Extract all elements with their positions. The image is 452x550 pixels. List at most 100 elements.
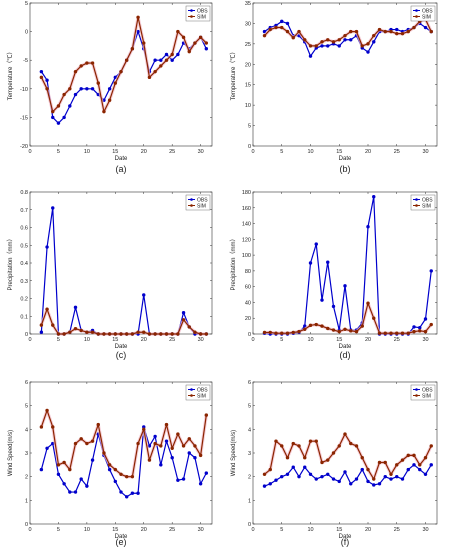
data-point xyxy=(198,453,203,458)
y-tick-label: 3 xyxy=(25,451,28,457)
data-point xyxy=(96,332,100,336)
data-point xyxy=(204,471,209,475)
data-point xyxy=(349,29,353,34)
data-point xyxy=(136,441,140,446)
x-tick-label: 20 xyxy=(141,337,147,343)
data-point xyxy=(389,331,393,335)
data-point xyxy=(372,33,376,38)
chart-panel-2: 0 5 10 15 20 25 30 0 5 10 15 20 25 30 35 Date Temperatur… xyxy=(230,1,438,174)
data-point xyxy=(45,446,49,450)
y-tick-label: 60 xyxy=(245,285,251,291)
data-point xyxy=(262,484,267,488)
data-point xyxy=(395,27,399,32)
data-point xyxy=(142,330,146,334)
chart-panel-1: 0 5 10 15 20 25 30 -20 -15 -10 -5 0 5 Date Temperature… xyxy=(7,1,213,174)
panel-label: (b) xyxy=(340,164,351,174)
data-point xyxy=(107,98,112,102)
x-tick-label: 10 xyxy=(307,337,313,343)
data-point xyxy=(56,121,61,125)
data-point xyxy=(343,38,347,42)
data-point xyxy=(268,330,272,335)
data-point xyxy=(349,482,353,486)
data-point xyxy=(366,42,370,46)
data-point xyxy=(354,444,359,448)
y-tick-label: 35 xyxy=(245,1,251,7)
data-point xyxy=(314,242,318,246)
data-point xyxy=(406,331,410,335)
data-point xyxy=(377,482,382,486)
data-point xyxy=(39,323,44,327)
data-point xyxy=(337,44,341,48)
y-tick-label: 0.4 xyxy=(20,261,28,267)
data-point xyxy=(291,465,295,469)
data-point xyxy=(159,64,163,68)
data-point xyxy=(136,15,140,19)
data-point xyxy=(51,109,55,114)
data-point xyxy=(320,460,324,465)
data-point xyxy=(372,477,376,481)
data-point xyxy=(73,490,78,494)
data-point xyxy=(383,460,387,465)
data-point xyxy=(377,460,382,465)
data-point xyxy=(383,474,387,479)
legend-entry: SIM xyxy=(422,203,431,209)
data-point xyxy=(314,439,318,443)
data-point xyxy=(153,441,157,446)
data-point xyxy=(297,329,301,334)
data-point xyxy=(285,456,290,460)
data-point xyxy=(181,318,186,322)
legend-entry: SIM xyxy=(422,393,431,399)
x-tick-label: 0 xyxy=(28,149,31,155)
data-point xyxy=(51,206,55,210)
data-point xyxy=(349,329,353,333)
data-point xyxy=(343,327,347,331)
data-point xyxy=(130,332,135,336)
data-point xyxy=(297,474,301,479)
y-tick-label: 5 xyxy=(248,124,251,130)
y-tick-label: -10 xyxy=(20,87,28,93)
x-tick-label: 25 xyxy=(394,149,400,155)
data-point xyxy=(153,69,157,74)
y-tick-label: 40 xyxy=(245,300,251,306)
data-point xyxy=(187,437,191,441)
data-point xyxy=(102,109,106,114)
legend-entry: SIM xyxy=(197,14,206,20)
legend-entry: OBS xyxy=(422,387,433,393)
x-axis-label: Date xyxy=(339,344,352,350)
data-point xyxy=(262,472,267,476)
legend-entry: SIM xyxy=(197,393,206,399)
data-point xyxy=(68,104,72,108)
data-point xyxy=(395,474,399,479)
data-point xyxy=(170,332,174,336)
data-point xyxy=(119,472,123,476)
data-point xyxy=(331,40,336,44)
legend-swatch-marker xyxy=(415,394,418,397)
data-point xyxy=(406,467,410,472)
y-tick-label: 15 xyxy=(245,83,251,89)
x-tick-label: 30 xyxy=(422,527,428,533)
data-point xyxy=(354,29,359,34)
data-point xyxy=(320,44,324,48)
plot-area xyxy=(252,2,438,147)
y-tick-label: 5 xyxy=(25,404,28,410)
data-point xyxy=(308,323,313,328)
data-point xyxy=(181,311,186,315)
data-point xyxy=(412,329,416,334)
data-point xyxy=(147,458,152,462)
x-tick-label: 15 xyxy=(112,149,118,155)
data-point xyxy=(395,463,399,467)
x-tick-label: 0 xyxy=(28,337,31,343)
x-tick-label: 25 xyxy=(169,527,175,533)
data-point xyxy=(113,332,118,336)
data-point xyxy=(62,332,66,336)
data-point xyxy=(262,33,267,38)
data-point xyxy=(45,245,49,249)
x-tick-label: 20 xyxy=(365,149,371,155)
data-point xyxy=(326,38,330,42)
data-point xyxy=(366,225,370,229)
data-point xyxy=(170,446,174,450)
x-tick-label: 10 xyxy=(307,149,313,155)
data-point xyxy=(320,474,324,479)
legend-entry: OBS xyxy=(422,8,433,14)
